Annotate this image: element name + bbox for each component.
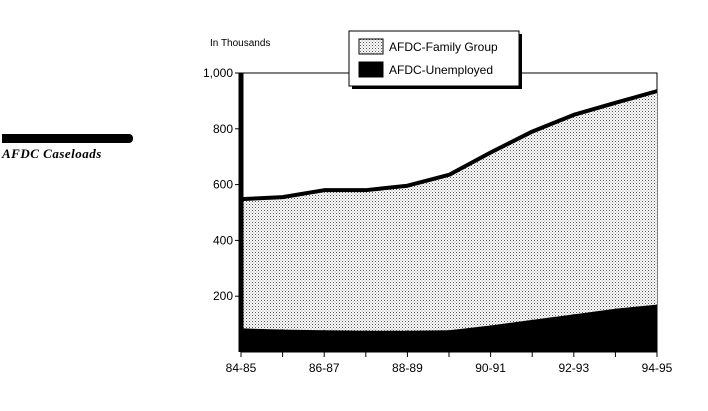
y-tick-label: 200 bbox=[213, 289, 233, 303]
legend-label: AFDC-Unemployed bbox=[389, 63, 493, 77]
y-tick-label: 800 bbox=[213, 122, 233, 136]
unemployed-point bbox=[448, 329, 450, 331]
family-group-point bbox=[531, 131, 533, 133]
y-tick-label: 1,000 bbox=[203, 66, 233, 80]
family-group-point bbox=[406, 185, 408, 187]
family-group-point bbox=[656, 90, 658, 92]
section-title: AFDC Caseloads bbox=[2, 146, 102, 161]
family-group-point bbox=[573, 114, 575, 116]
x-tick-label: 92-93 bbox=[558, 361, 589, 375]
family-group-point bbox=[323, 189, 325, 191]
unemployed-point bbox=[282, 329, 284, 331]
family-group-point bbox=[490, 152, 492, 154]
family-group-point bbox=[448, 174, 450, 176]
y-tick-label: 600 bbox=[213, 178, 233, 192]
area-afdc-unemployed bbox=[241, 304, 657, 352]
x-tick-label: 88-89 bbox=[392, 361, 423, 375]
x-tick-label: 90-91 bbox=[475, 361, 506, 375]
family-group-point bbox=[614, 102, 616, 104]
title-bar-decoration bbox=[2, 134, 133, 143]
family-group-point bbox=[282, 196, 284, 198]
x-tick-label: 94-95 bbox=[642, 361, 673, 375]
x-tick-label: 86-87 bbox=[309, 361, 340, 375]
legend-label: AFDC-Family Group bbox=[389, 40, 498, 54]
legend-swatch bbox=[358, 61, 384, 78]
unemployed-point bbox=[573, 313, 575, 315]
unemployed-point bbox=[614, 308, 616, 310]
area-afdc-family-group bbox=[241, 91, 657, 331]
unemployed-point bbox=[656, 304, 658, 306]
units-label: In Thousands bbox=[210, 38, 270, 49]
legend-swatch bbox=[358, 38, 384, 55]
y-tick-label: 400 bbox=[213, 233, 233, 247]
unemployed-point bbox=[323, 329, 325, 331]
unemployed-point bbox=[531, 319, 533, 321]
unemployed-point bbox=[406, 330, 408, 332]
unemployed-point bbox=[490, 324, 492, 326]
unemployed-point bbox=[365, 330, 367, 332]
family-group-point bbox=[365, 189, 367, 191]
x-tick-label: 84-85 bbox=[226, 361, 257, 375]
